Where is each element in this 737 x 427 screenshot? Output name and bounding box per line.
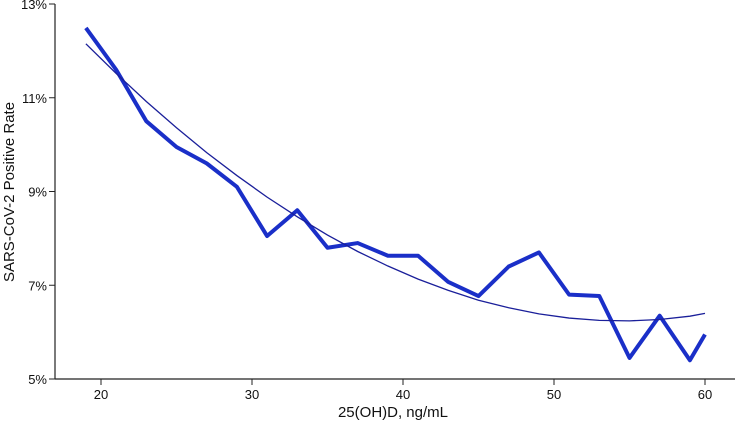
axes: 20 30 40 50 60 5% 7% 9% 11% 13% xyxy=(21,0,735,402)
fitted-curve xyxy=(86,44,705,321)
x-axis-label: 25(OH)D, ng/mL xyxy=(338,404,448,421)
x-tick-label: 20 xyxy=(94,387,108,402)
y-tick-label: 11% xyxy=(22,91,47,106)
y-tick-label: 7% xyxy=(28,278,47,293)
y-tick-label: 13% xyxy=(21,0,47,12)
y-tick-label: 9% xyxy=(28,185,47,200)
x-tick-label: 50 xyxy=(547,387,561,402)
y-tick-label: 5% xyxy=(28,372,47,387)
y-axis-label: SARS-CoV-2 Positive Rate xyxy=(1,102,18,282)
observed-rate-line xyxy=(86,28,705,360)
x-tick-label: 30 xyxy=(245,387,259,402)
x-tick-label: 40 xyxy=(396,387,410,402)
x-tick-label: 60 xyxy=(698,387,712,402)
series-marks xyxy=(86,28,705,361)
